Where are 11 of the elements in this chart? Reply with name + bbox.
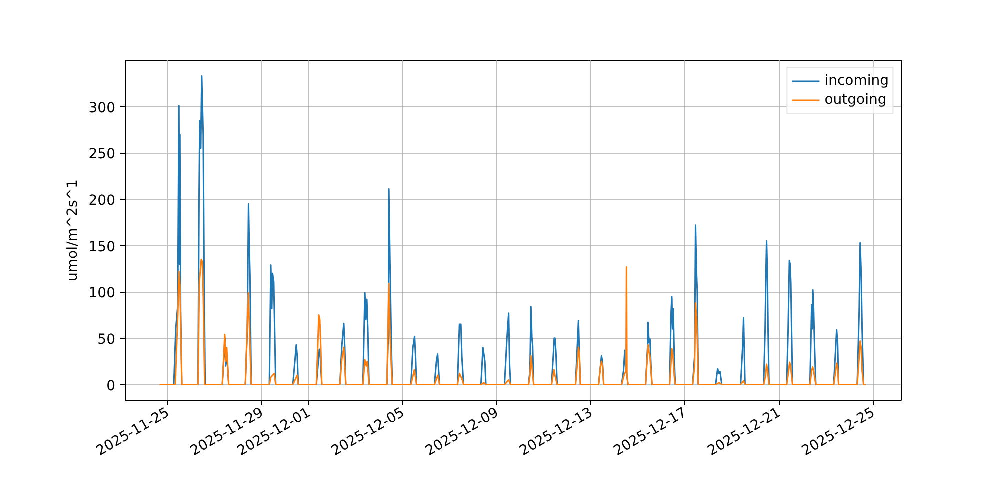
y-tick-label: 200 — [88, 192, 116, 209]
legend-label: incoming — [824, 72, 889, 90]
y-tick-label: 300 — [88, 100, 116, 116]
y-tick-label: 150 — [88, 239, 116, 256]
legend-label: outgoing — [824, 91, 887, 109]
y-tick-label: 250 — [88, 146, 116, 163]
line-series — [159, 258, 866, 386]
y-tick-label: 100 — [88, 286, 116, 302]
y-tick-label: 0 — [106, 378, 116, 394]
y-axis-title: umol/m^2s^1 — [64, 180, 81, 282]
y-tick-label: 50 — [98, 332, 116, 348]
